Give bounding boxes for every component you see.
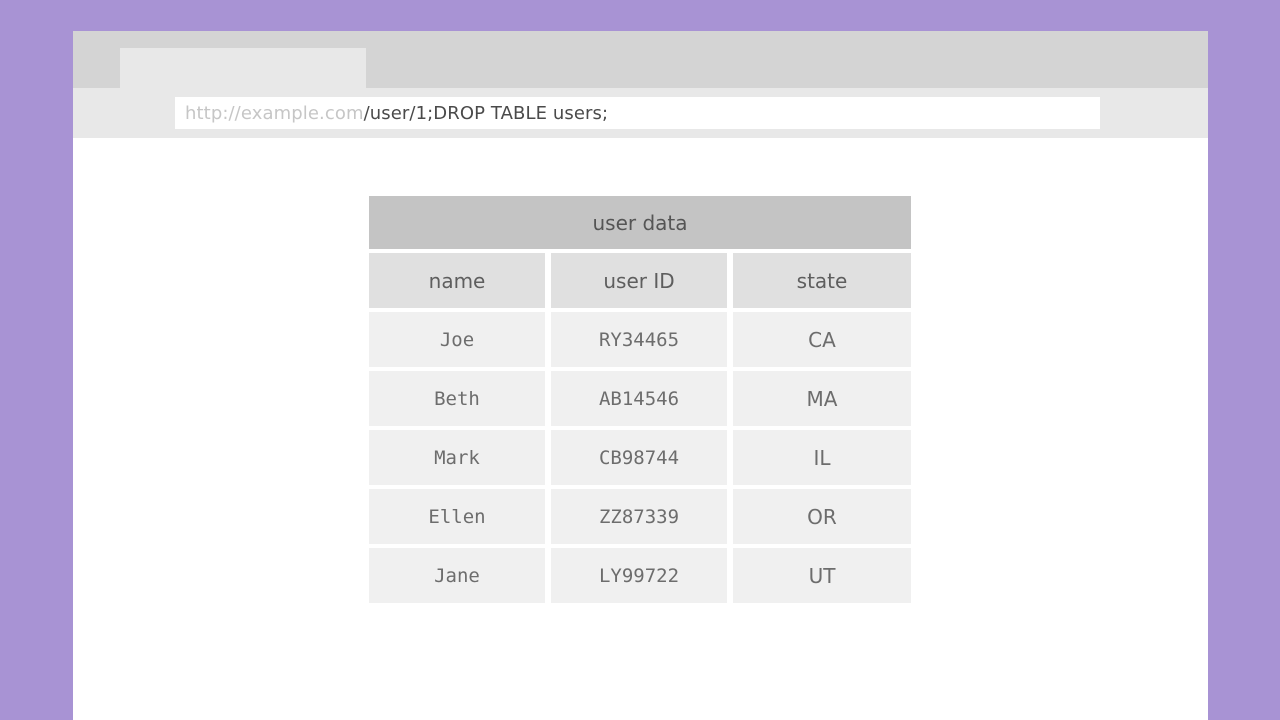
address-bar-input[interactable]: http://example.com/user/1;DROP TABLE use… [175, 97, 1100, 129]
browser-tab-strip [73, 31, 1208, 88]
cell-name: Beth [369, 371, 545, 426]
cell-user-id: AB14546 [551, 371, 727, 426]
cell-name: Joe [369, 312, 545, 367]
table-row: Beth AB14546 MA [369, 371, 911, 426]
browser-tab[interactable] [120, 48, 366, 88]
browser-window: http://example.com/user/1;DROP TABLE use… [73, 31, 1208, 720]
cell-state: MA [733, 371, 911, 426]
table-row: Jane LY99722 UT [369, 548, 911, 603]
user-data-table: user data name user ID state Joe RY34465… [369, 196, 911, 607]
cell-user-id: CB98744 [551, 430, 727, 485]
address-bar-path: /user/1;DROP TABLE users; [363, 102, 609, 124]
browser-tab-title [120, 48, 366, 59]
column-header-name[interactable]: name [369, 253, 545, 308]
column-header-user-id[interactable]: user ID [551, 253, 727, 308]
table-row: Joe RY34465 CA [369, 312, 911, 367]
table-row: Mark CB98744 IL [369, 430, 911, 485]
table-header-row: name user ID state [369, 253, 911, 308]
cell-name: Ellen [369, 489, 545, 544]
cell-user-id: RY34465 [551, 312, 727, 367]
cell-state: IL [733, 430, 911, 485]
cell-user-id: LY99722 [551, 548, 727, 603]
column-header-state[interactable]: state [733, 253, 911, 308]
cell-name: Mark [369, 430, 545, 485]
page-content: user data name user ID state Joe RY34465… [73, 138, 1208, 720]
cell-state: CA [733, 312, 911, 367]
address-bar-origin: http://example.com [185, 102, 364, 124]
table-title: user data [369, 196, 911, 249]
cell-state: UT [733, 548, 911, 603]
browser-toolbar: http://example.com/user/1;DROP TABLE use… [73, 88, 1208, 138]
table-row: Ellen ZZ87339 OR [369, 489, 911, 544]
cell-state: OR [733, 489, 911, 544]
cell-name: Jane [369, 548, 545, 603]
cell-user-id: ZZ87339 [551, 489, 727, 544]
